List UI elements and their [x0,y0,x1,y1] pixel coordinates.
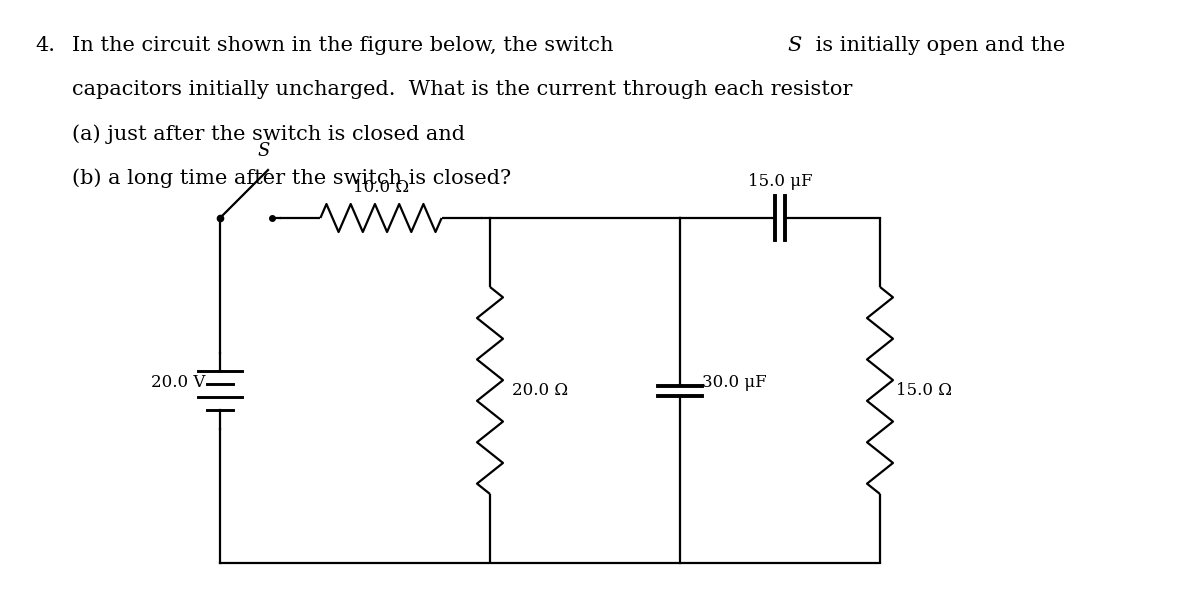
Text: S: S [258,142,270,160]
Text: capacitors initially uncharged.  What is the current through each resistor: capacitors initially uncharged. What is … [72,80,852,99]
Text: (a) just after the switch is closed and: (a) just after the switch is closed and [72,124,466,143]
Text: 10.0 Ω: 10.0 Ω [353,179,409,196]
Text: (b) a long time after the switch is closed?: (b) a long time after the switch is clos… [72,168,511,188]
Text: 20.0 Ω: 20.0 Ω [512,382,568,399]
Text: In the circuit shown in the figure below, the switch: In the circuit shown in the figure below… [72,36,620,55]
Text: 15.0 Ω: 15.0 Ω [896,382,952,399]
Text: 30.0 μF: 30.0 μF [702,374,767,391]
Text: 15.0 μF: 15.0 μF [748,173,812,190]
Text: 20.0 V: 20.0 V [151,374,205,391]
Text: S: S [787,36,802,55]
Text: 4.: 4. [35,36,55,55]
Text: is initially open and the: is initially open and the [809,36,1066,55]
